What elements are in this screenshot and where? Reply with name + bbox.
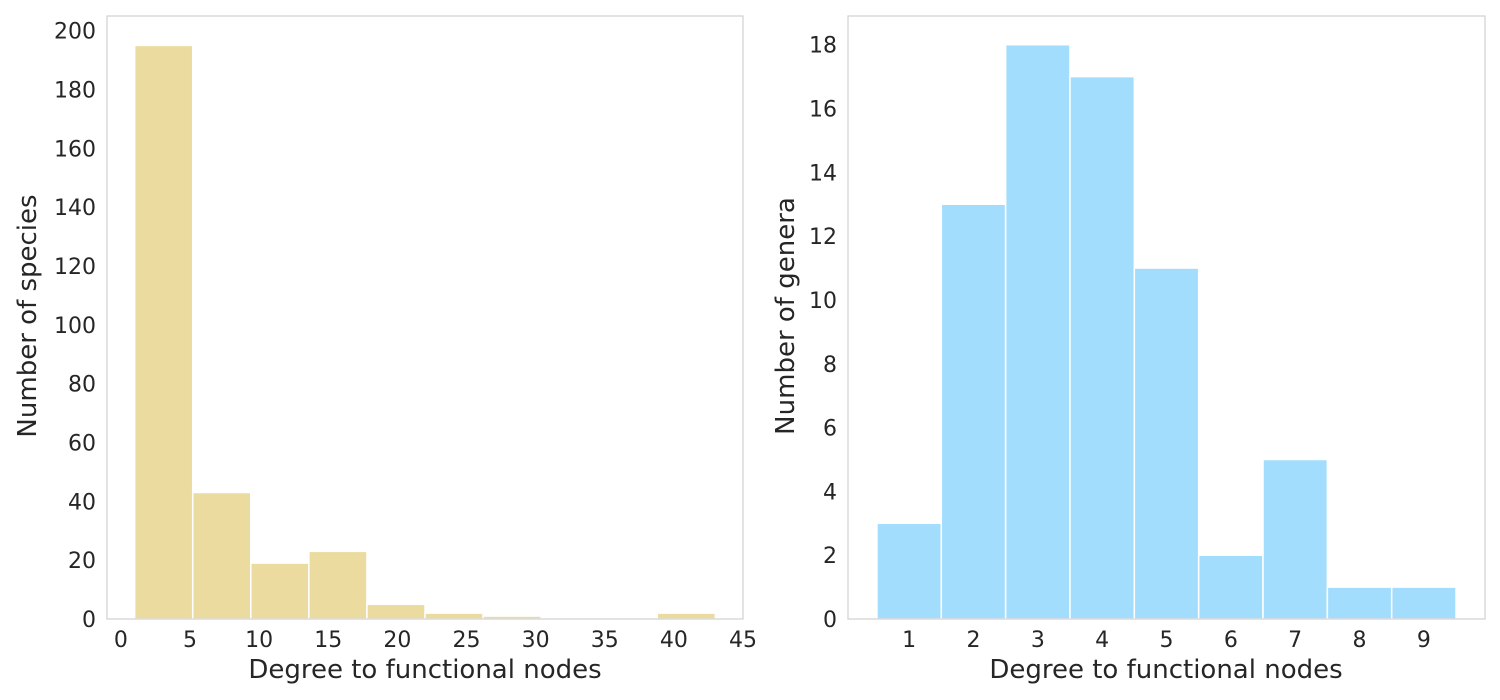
y-tick-label: 10 (809, 289, 837, 314)
x-tick-label: 35 (591, 628, 619, 653)
y-tick-label: 40 (68, 490, 96, 515)
y-tick-label: 0 (82, 608, 96, 633)
x-tick-label: 25 (452, 628, 480, 653)
x-tick-label: 5 (1160, 628, 1174, 653)
bar-species-4 (366, 603, 426, 620)
x-tick-label: 7 (1288, 628, 1302, 653)
x-tick-label: 3 (1031, 628, 1045, 653)
y-tick-label: 200 (54, 20, 96, 45)
genera-degree-histogram: Degree to functional nodes Number of gen… (771, 15, 1486, 685)
bar-species-1 (191, 491, 252, 620)
x-tick-label: 45 (729, 628, 757, 653)
x-tick-label: 40 (660, 628, 688, 653)
y-tick-label: 6 (823, 417, 837, 442)
y-tick-label: 2 (823, 544, 837, 569)
x-tick-label: 9 (1417, 628, 1431, 653)
bar-species-9 (656, 612, 717, 620)
x-axis-label-genera: Degree to functional nodes (989, 655, 1342, 685)
bar-genera-6 (1262, 458, 1329, 620)
bar-genera-3 (1069, 75, 1136, 620)
y-tick-label: 0 (823, 608, 837, 633)
y-tick-label: 20 (68, 549, 96, 574)
species-degree-histogram: Degree to functional nodes Number of spe… (13, 15, 757, 685)
y-tick-label: 100 (54, 314, 96, 339)
y-tick-label: 60 (68, 432, 96, 457)
y-tick-label: 12 (809, 225, 837, 250)
y-tick-label: 16 (809, 98, 837, 123)
y-tick-label: 14 (809, 161, 837, 186)
x-tick-label: 4 (1095, 628, 1109, 653)
y-tick-label: 8 (823, 353, 837, 378)
bar-genera-8 (1390, 586, 1457, 620)
plot-frame-genera (847, 15, 1486, 620)
bar-genera-2 (1004, 43, 1071, 620)
x-tick-label: 30 (522, 628, 550, 653)
y-tick-label: 4 (823, 480, 837, 505)
y-tick-label: 18 (809, 34, 837, 59)
y-axis-label-species: Number of species (13, 194, 43, 437)
x-axis-label-species: Degree to functional nodes (248, 655, 601, 685)
bar-species-2 (250, 562, 310, 620)
bar-species-3 (308, 550, 368, 620)
x-tick-label: 1 (902, 628, 916, 653)
x-tick-label: 0 (114, 628, 128, 653)
plot-frame-species (106, 15, 744, 620)
y-tick-label: 160 (54, 137, 96, 162)
y-tick-label: 80 (68, 373, 96, 398)
y-tick-label: 120 (54, 255, 96, 280)
x-tick-label: 8 (1353, 628, 1367, 653)
bar-genera-4 (1133, 267, 1200, 620)
bar-genera-1 (940, 203, 1007, 620)
bar-genera-5 (1197, 554, 1264, 620)
bar-species-5 (424, 612, 484, 620)
x-tick-label: 10 (245, 628, 273, 653)
x-tick-label: 2 (966, 628, 980, 653)
x-tick-label: 5 (183, 628, 197, 653)
x-tick-label: 6 (1224, 628, 1238, 653)
bar-genera-7 (1326, 586, 1393, 620)
y-tick-label: 140 (54, 196, 96, 221)
x-tick-label: 15 (314, 628, 342, 653)
bar-species-0 (133, 44, 194, 620)
y-axis-label-genera: Number of genera (771, 197, 801, 435)
y-tick-label: 180 (54, 79, 96, 104)
bar-genera-0 (876, 522, 943, 620)
x-tick-label: 20 (383, 628, 411, 653)
